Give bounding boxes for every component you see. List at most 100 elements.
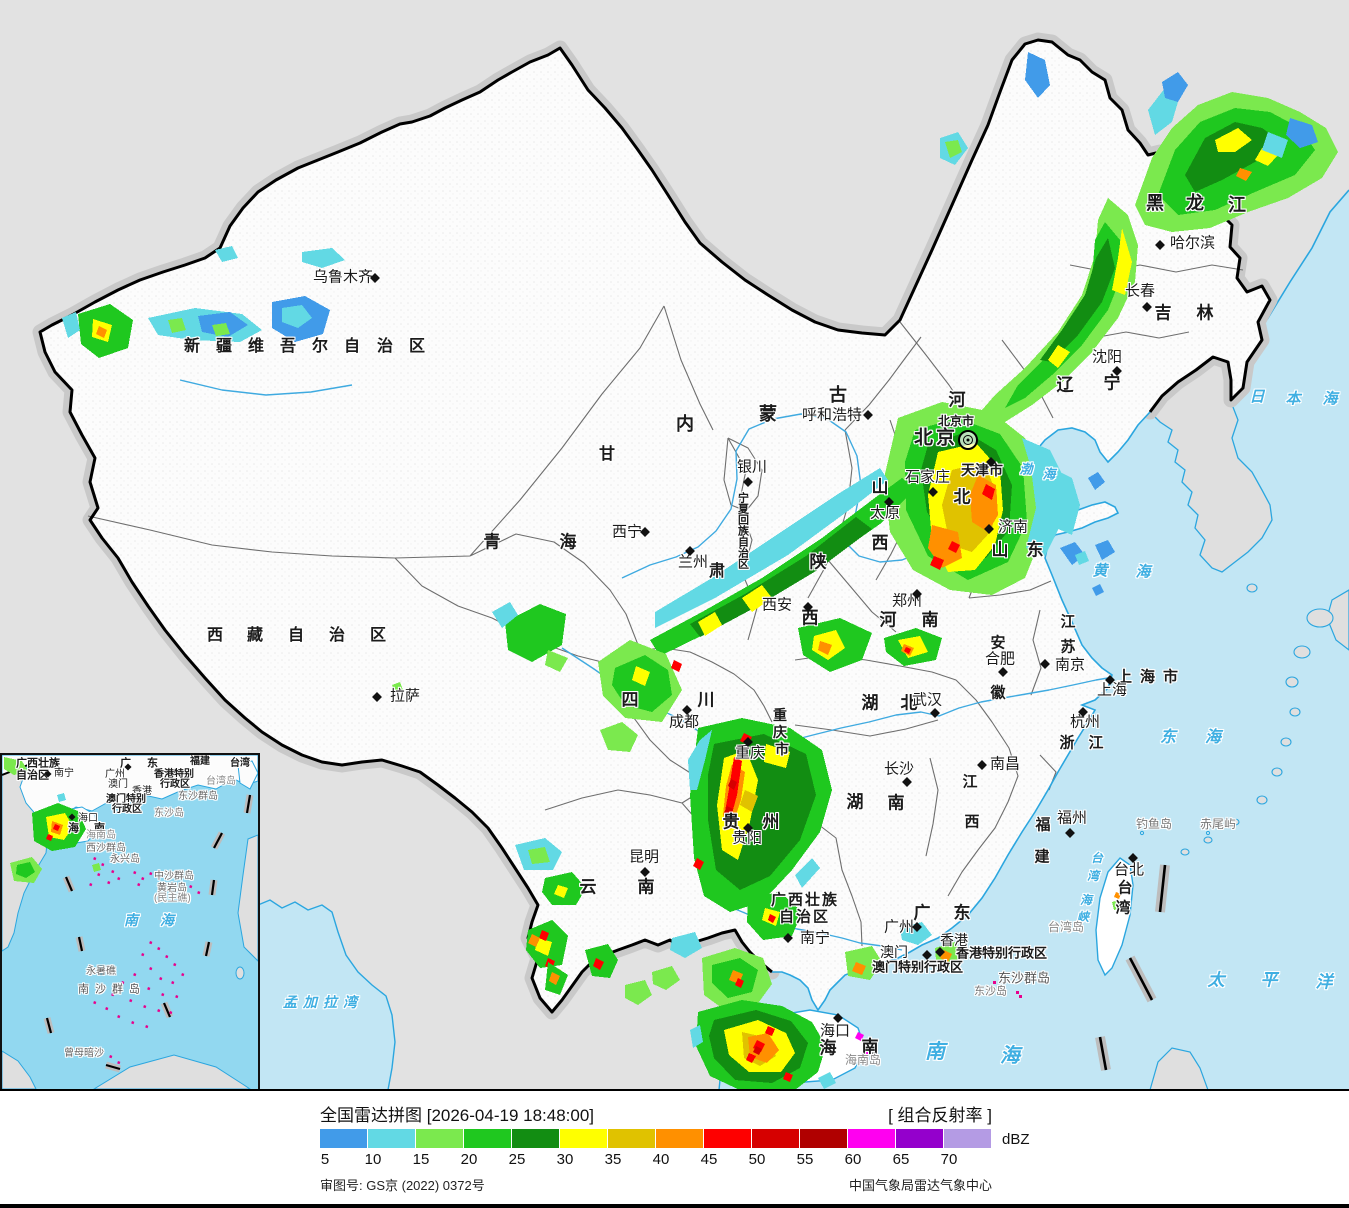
legend-footer: 审图号: GS京 (2022) 0372号 中国气象局雷达气象中心 xyxy=(320,1175,992,1194)
source-credit: 中国气象局雷达气象中心 xyxy=(848,1178,992,1193)
dbz-swatch-25 xyxy=(512,1129,560,1148)
radar-echo-30dbz xyxy=(1112,228,1132,295)
dbz-tick-60: 60 xyxy=(844,1151,862,1168)
radar-echo-5dbz xyxy=(1095,540,1115,560)
dbz-tick-10: 10 xyxy=(364,1151,382,1168)
dbz-swatch-65 xyxy=(896,1129,944,1148)
radar-echo-10dbz xyxy=(655,468,888,628)
radar-echo-15dbz xyxy=(528,847,550,864)
radar-echo-15dbz xyxy=(625,980,652,1005)
radar-echo-5dbz xyxy=(1092,584,1104,596)
legend-panel: 全国雷达拼图 [2026-04-19 18:48:00] [ 组合反射率 ] d… xyxy=(0,1091,1349,1208)
radar-echo-30dbz xyxy=(1048,345,1070,368)
taiwan-island xyxy=(1095,857,1134,977)
radar-echo-45dbz xyxy=(904,647,911,654)
rivers xyxy=(179,379,1109,951)
radar-echo-10dbz xyxy=(1262,132,1288,158)
radar-echo-40dbz xyxy=(1114,892,1121,899)
dbz-swatch-60 xyxy=(848,1129,896,1148)
radar-echo-10dbz xyxy=(818,1072,836,1089)
radar-echo-15dbz xyxy=(545,650,568,672)
radar-echo-60dbz xyxy=(855,1032,864,1041)
radar-echo-15dbz xyxy=(600,722,638,752)
radar-echo-30dbz xyxy=(764,744,790,768)
radar-echo-10dbz xyxy=(1048,488,1062,502)
dbz-colorbar xyxy=(320,1129,992,1148)
radar-echo-10dbz xyxy=(492,602,518,628)
radar-echo-40dbz xyxy=(1236,168,1252,181)
radar-echo-45dbz xyxy=(746,1053,756,1063)
radar-echo-15dbz xyxy=(1112,900,1120,910)
radar-echo-45dbz xyxy=(539,930,549,941)
dbz-tick-40: 40 xyxy=(652,1151,670,1168)
radar-echo-30dbz xyxy=(554,885,568,898)
dbz-tick-15: 15 xyxy=(412,1151,430,1168)
radar-echo-60dbz xyxy=(861,1050,870,1059)
radar-echo-45dbz xyxy=(693,858,704,870)
radar-echo-40dbz xyxy=(549,972,560,985)
dbz-tick-30: 30 xyxy=(556,1151,574,1168)
dbz-tick-70: 70 xyxy=(940,1151,958,1168)
map-title: 全国雷达拼图 [2026-04-19 18:48:00] xyxy=(320,1106,595,1125)
radar-echo-layer xyxy=(62,52,1338,1089)
dbz-swatch-40 xyxy=(656,1129,704,1148)
dbz-swatch-15 xyxy=(416,1129,464,1148)
legend-title-row: 全国雷达拼图 [2026-04-19 18:48:00] [ 组合反射率 ] xyxy=(320,1101,992,1125)
radar-echo-50dbz xyxy=(724,806,733,817)
radar-echo-15dbz xyxy=(945,140,962,158)
islet-marker xyxy=(993,981,996,984)
radar-echo-40dbz xyxy=(818,641,832,655)
islet-marker xyxy=(1016,991,1019,994)
radar-echo-45dbz xyxy=(768,914,776,923)
radar-echo-40dbz xyxy=(748,1033,779,1063)
radar-echo-30dbz xyxy=(535,938,552,956)
radar-echo-10dbz xyxy=(900,922,932,945)
radar-echo-40dbz xyxy=(96,326,107,338)
dbz-unit-label: dBZ xyxy=(1002,1131,1030,1148)
dbz-swatch-35 xyxy=(608,1129,656,1148)
dbz-tick-65: 65 xyxy=(892,1151,910,1168)
radar-echo-10dbz xyxy=(688,730,712,790)
radar-echo-15dbz xyxy=(392,682,403,693)
dbz-swatch-10 xyxy=(368,1129,416,1148)
radar-echo-35dbz xyxy=(740,790,758,812)
radar-echo-10dbz xyxy=(215,246,238,262)
radar-echo-25dbz xyxy=(1185,122,1282,192)
dbz-tick-25: 25 xyxy=(508,1151,526,1168)
radar-echo-30dbz xyxy=(632,666,650,686)
inset-svg xyxy=(2,755,258,1089)
radar-echo-40dbz xyxy=(528,934,540,947)
radar-echo-20dbz xyxy=(1005,222,1122,408)
radar-echo-30dbz xyxy=(1215,128,1252,152)
radar-echo-25dbz xyxy=(1040,238,1115,362)
radar-echo-10dbz xyxy=(302,248,345,268)
dbz-swatch-70 xyxy=(944,1129,992,1148)
dbz-swatch-55 xyxy=(800,1129,848,1148)
radar-echo-30dbz xyxy=(698,612,722,636)
radar-echo-45dbz xyxy=(783,1072,793,1082)
radar-echo-25dbz xyxy=(690,517,872,637)
radar-echo-45dbz xyxy=(948,541,960,553)
dbz-swatch-30 xyxy=(560,1129,608,1148)
radar-echo-5dbz xyxy=(1025,52,1050,98)
south-china-sea-inset-map: 广西壮族 自治区 南宁广东广州 福建 台湾 香港特别 行政区 澳门 香港 澳门特别 行政区 台湾岛 东沙… xyxy=(0,753,260,1089)
radar-echo-15dbz xyxy=(845,946,882,980)
radar-echo-10dbz xyxy=(795,858,820,888)
radar-echo-45dbz xyxy=(671,660,682,672)
dbz-swatch-45 xyxy=(704,1129,752,1148)
radar-echo-40dbz xyxy=(852,962,866,975)
radar-echo-10dbz xyxy=(1022,438,1066,556)
radar-echo-50dbz xyxy=(728,779,737,790)
map-license-number: 审图号: GS京 (2022) 0372号 xyxy=(320,1178,485,1193)
radar-echo-45dbz xyxy=(765,1026,775,1036)
radar-echo-10dbz xyxy=(670,932,702,958)
islet-marker xyxy=(1019,995,1022,998)
product-label: [ 组合反射率 ] xyxy=(888,1106,992,1125)
radar-echo-45dbz xyxy=(593,958,604,970)
radar-map: 黑龙江吉林辽宁内蒙古新疆维吾尔自治区西藏自治区青海甘肃四川云南贵州湖南湖北河南山… xyxy=(0,0,1349,1091)
radar-echo-10dbz xyxy=(690,1025,703,1048)
dbz-tick-50: 50 xyxy=(748,1151,766,1168)
bay-of-bengal xyxy=(258,900,395,1089)
dbz-swatch-50 xyxy=(752,1129,800,1148)
